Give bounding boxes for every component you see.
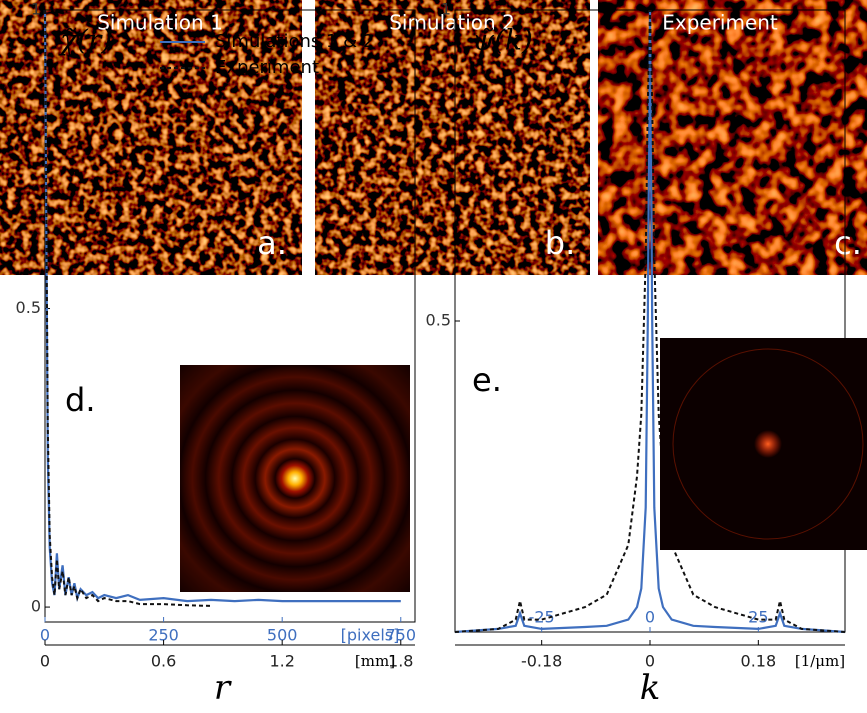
x-tick-label: 0	[40, 626, 50, 645]
image-label: c.	[834, 224, 862, 262]
data-line	[43, 9, 401, 603]
speckle-image	[598, 0, 867, 275]
image-panels: Simulation 1 Simulation 2 Experiment a. …	[0, 0, 867, 275]
x-tick-label: 500	[267, 626, 298, 645]
x2-tick-label: 1.8	[388, 652, 413, 671]
legend-label: Experiment	[215, 57, 319, 78]
y-tick-label: 1	[441, 0, 451, 19]
y-tick-label: 0	[31, 597, 41, 616]
x-tick-label: 750	[385, 626, 416, 645]
image-label: a.	[257, 224, 287, 262]
x2-label: r	[214, 668, 232, 708]
x-tick-label: 25	[748, 608, 768, 627]
x2-unit: [1/μm]	[795, 652, 845, 670]
x-tick-label: -25	[529, 608, 555, 627]
image-title: Experiment	[662, 11, 778, 35]
x-tick-label: 250	[148, 626, 179, 645]
image-title: Simulation 1	[97, 11, 223, 35]
x2-tick-label: 0.6	[151, 652, 176, 671]
x2-unit: [mm]	[355, 652, 395, 670]
x2-tick-label: 1.2	[269, 652, 294, 671]
legend-label: Simulations 1 & 2	[215, 31, 374, 52]
x2-tick-label: 0.18	[741, 652, 777, 671]
y-tick-label: 1	[31, 0, 41, 19]
panel-label: d.	[65, 381, 95, 419]
chart-panel: 0 0.5 1 0 250 500 750 0 0.6 1.2 1.8 [pixels] r [mm] χ̃…	[16, 0, 416, 708]
inset-image	[660, 338, 867, 550]
data-line	[44, 9, 212, 607]
y-tick-label: 0.5	[16, 298, 41, 317]
plot-frame	[44, 9, 416, 623]
y-tick-label: 0.5	[426, 311, 451, 330]
x-unit: [pixels]	[341, 626, 400, 645]
speckle-image	[315, 0, 590, 275]
x-tick-label: 0	[645, 608, 655, 627]
x2-label: k	[640, 668, 661, 708]
image-title: Simulation 2	[389, 11, 515, 35]
data-line	[454, 9, 846, 633]
chart-title: χ̃(r)	[58, 24, 112, 57]
inset-image	[180, 365, 410, 592]
x2-tick-label: -0.18	[521, 652, 562, 671]
image-label: b.	[545, 224, 575, 262]
panel-label: e.	[472, 361, 502, 399]
x2-tick-label: 0	[40, 652, 50, 671]
chart-panel: 0.5 1 -25 0 25 -0.18 0 0.18 k [1/μm] ψ̃(k) e.	[426, 0, 846, 708]
x2-tick-label: 0	[645, 652, 655, 671]
chart-title: ψ̃(k)	[472, 24, 533, 57]
speckle-image	[0, 0, 302, 275]
